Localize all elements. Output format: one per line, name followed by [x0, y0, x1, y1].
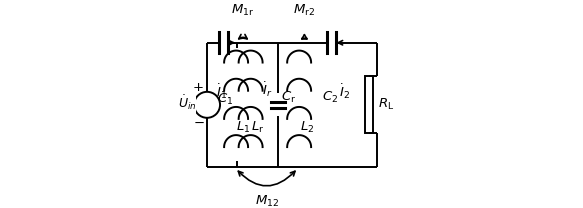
Text: $M_{1{\rm r}}$: $M_{1{\rm r}}$: [231, 3, 255, 18]
Text: $M_{12}$: $M_{12}$: [255, 194, 279, 208]
Text: $M_{{\rm r}2}$: $M_{{\rm r}2}$: [293, 3, 315, 18]
Bar: [365, 76, 373, 134]
Text: +: +: [193, 81, 204, 94]
Text: $\dot{I}_r$: $\dot{I}_r$: [262, 80, 273, 99]
Text: $L_1$: $L_1$: [236, 120, 251, 135]
Text: $R_{\rm L}$: $R_{\rm L}$: [378, 97, 394, 112]
Text: $C_2$: $C_2$: [322, 90, 338, 105]
Text: $-$: $-$: [192, 115, 204, 129]
Text: $\dot{I}_2$: $\dot{I}_2$: [339, 82, 349, 101]
Text: $L_{\rm r}$: $L_{\rm r}$: [251, 120, 264, 135]
Text: $\dot{U}_{in}$: $\dot{U}_{in}$: [178, 94, 197, 112]
Text: $L_2$: $L_2$: [300, 120, 314, 135]
Text: $C_1$: $C_1$: [217, 92, 234, 107]
Text: $C_{\rm r}$: $C_{\rm r}$: [281, 90, 296, 105]
Text: $\dot{I}_1$: $\dot{I}_1$: [216, 82, 227, 101]
